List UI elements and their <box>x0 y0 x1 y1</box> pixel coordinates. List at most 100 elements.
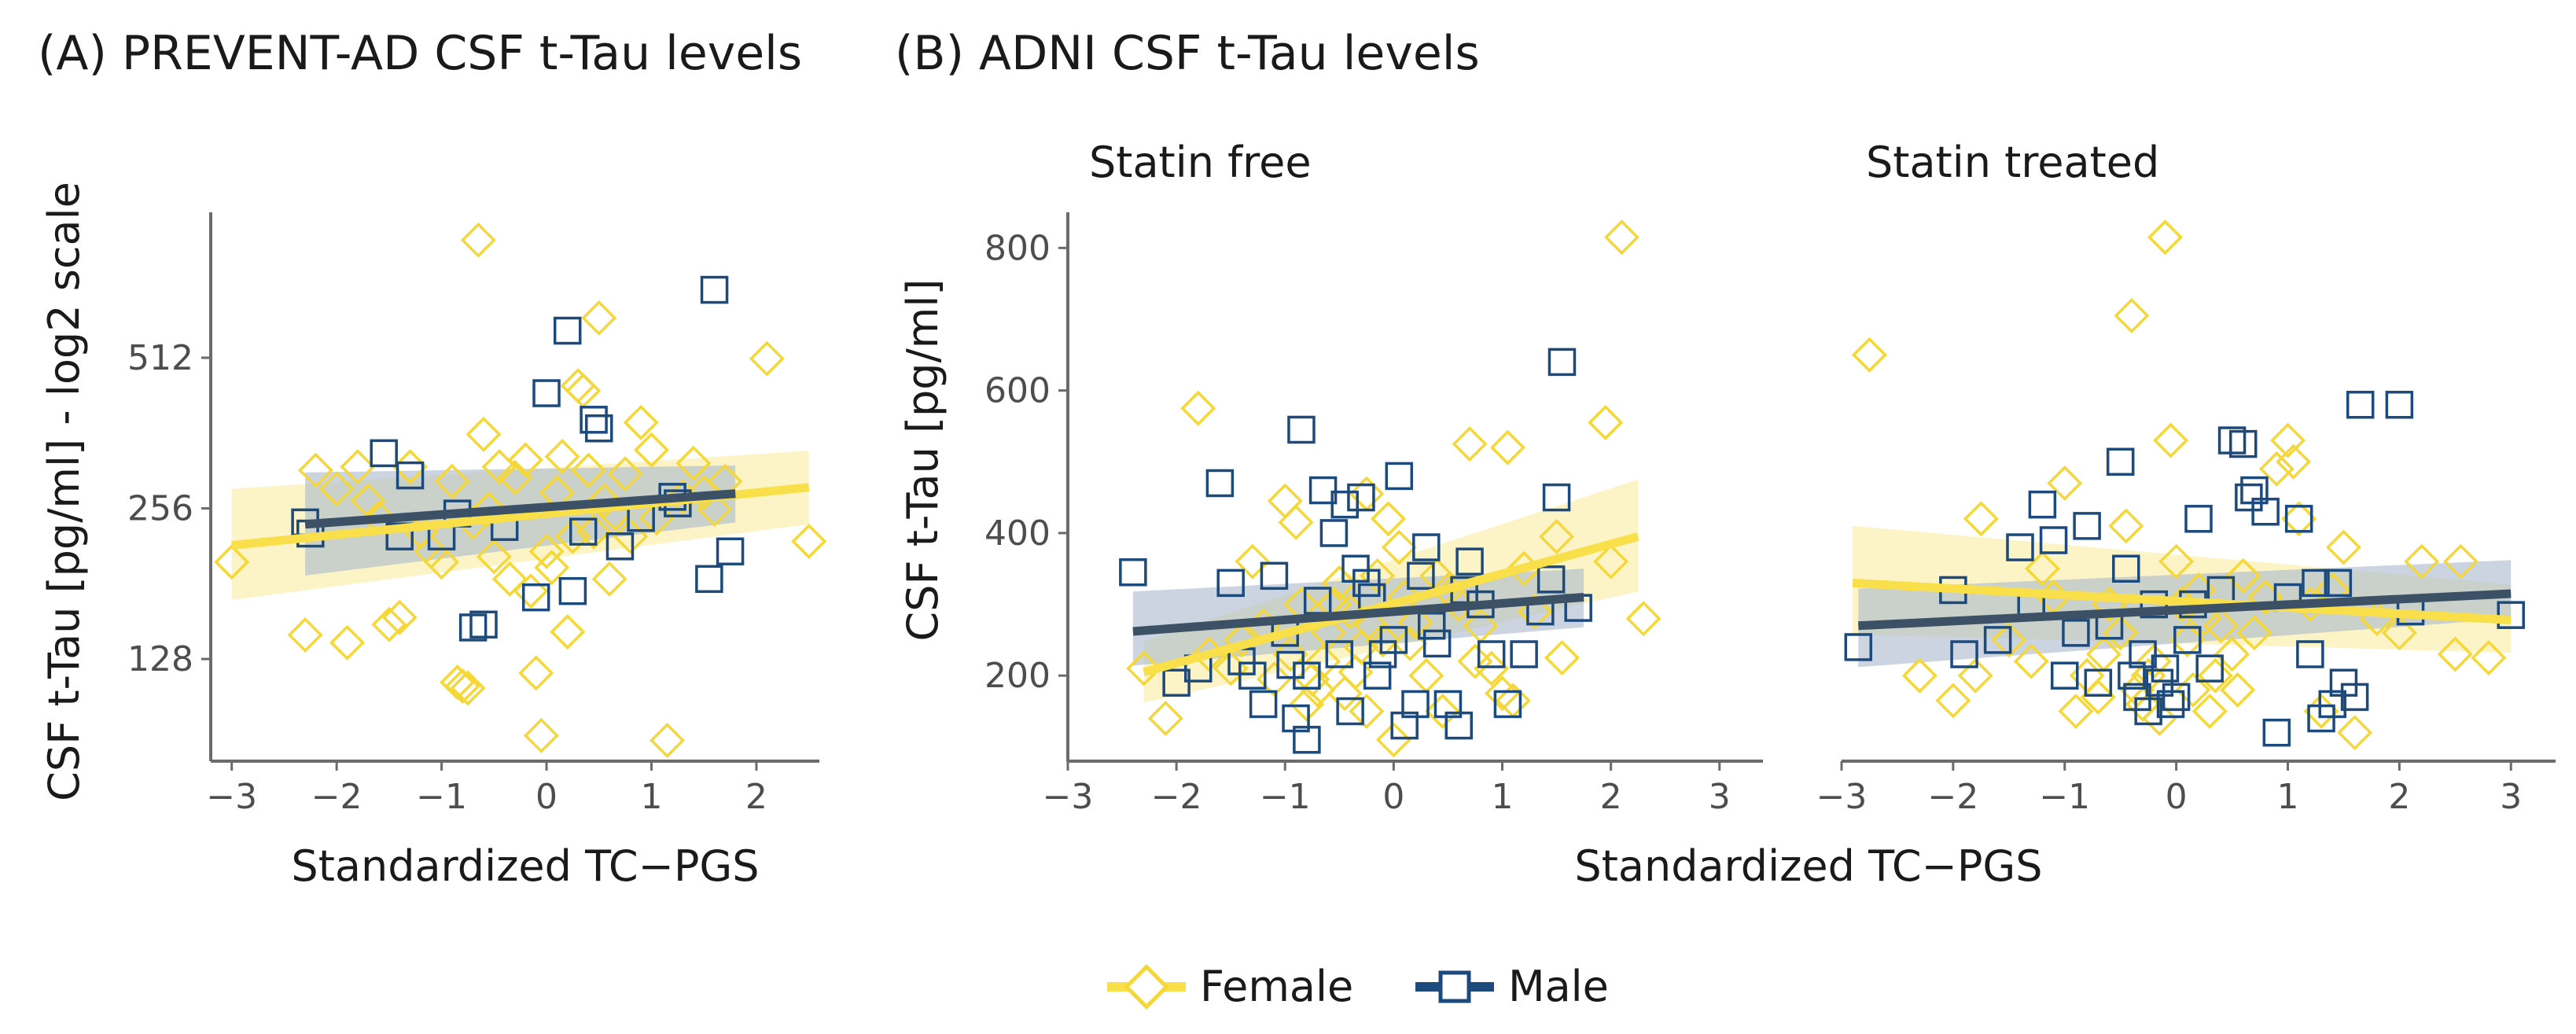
female-point <box>1963 501 1999 537</box>
female-point <box>1452 426 1488 462</box>
female-point <box>1349 476 1385 512</box>
female-point <box>2024 550 2060 587</box>
female-point <box>1457 643 1493 679</box>
female-point <box>2281 501 2317 537</box>
x-tick-label: 3 <box>1709 777 1731 817</box>
legend: Female Male <box>1107 962 1609 1011</box>
female-point <box>2080 679 2116 715</box>
female-point <box>1603 219 1639 256</box>
male-point <box>2173 626 2202 654</box>
male-point <box>1444 711 1473 740</box>
female-point <box>476 539 512 575</box>
female-point <box>287 617 323 653</box>
female-point <box>2058 694 2094 730</box>
male-point <box>2028 490 2057 519</box>
female-point <box>513 573 549 609</box>
female-point <box>2214 636 2250 672</box>
y-tick-label: 600 <box>984 371 1051 411</box>
male-point <box>1325 640 1354 668</box>
legend-male-square-icon <box>1438 970 1471 1003</box>
female-point <box>1381 529 1417 565</box>
male-point <box>2051 661 2079 690</box>
female-point <box>466 416 502 452</box>
male-point <box>1293 726 1321 754</box>
legend-female-label: Female <box>1200 962 1353 1011</box>
male-point <box>2145 668 2174 697</box>
female-point <box>534 550 570 586</box>
male-point <box>1341 554 1370 583</box>
male-point <box>1422 629 1452 658</box>
male-point <box>1205 469 1235 498</box>
female-point <box>450 670 486 706</box>
female-point <box>623 404 659 440</box>
male-point <box>2329 668 2358 697</box>
female-point <box>1901 657 1938 694</box>
female-point <box>675 445 712 481</box>
male-point <box>2217 426 2247 454</box>
male-point <box>385 522 414 550</box>
male-point <box>1363 661 1392 690</box>
male-point <box>469 610 498 639</box>
male-point <box>716 537 745 566</box>
female-point <box>2442 543 2478 580</box>
male-point <box>2151 654 2180 683</box>
female-point <box>2108 508 2144 544</box>
male-point <box>1319 519 1349 547</box>
male-point <box>1493 690 1522 719</box>
y-tick-label: 512 <box>127 338 193 378</box>
female-point <box>1180 390 1216 426</box>
male-point <box>1308 476 1338 505</box>
facet-label-statin-free: Statin free <box>1089 138 1312 187</box>
female-point <box>1397 604 1433 640</box>
female-point <box>518 655 554 691</box>
female-point <box>544 439 580 475</box>
male-point <box>2302 569 2330 598</box>
x-tick-label: −3 <box>206 777 257 817</box>
male-point <box>2006 533 2034 561</box>
female-point <box>2013 643 2049 679</box>
panel-a-title: (A) PREVENT-AD CSF t-Tau levels <box>38 26 802 81</box>
panel-b-x-axis-title: Standardized TC−PGS <box>1574 841 2042 891</box>
female-point <box>1365 622 1401 658</box>
y-tick-label: 400 <box>984 513 1051 554</box>
female-point <box>2471 640 2507 676</box>
female-point <box>381 599 418 635</box>
male-point <box>1390 711 1419 740</box>
x-tick-label: 2 <box>2388 777 2410 817</box>
male-point <box>1547 348 1577 377</box>
female-fit-line <box>1852 578 2512 625</box>
male-point <box>1293 661 1321 690</box>
x-tick-label: −1 <box>1260 777 1311 817</box>
panel-b-statin-free-plot: −3 −2 −1 0 1 2 3 200 400 600 800 <box>984 212 1763 817</box>
female-point <box>1935 683 1971 719</box>
female-point <box>2047 465 2083 501</box>
male-point <box>1249 690 1278 719</box>
female-point <box>1485 675 1520 712</box>
female-point <box>791 523 827 559</box>
female-point <box>434 463 470 499</box>
female-point <box>2270 422 2306 458</box>
x-tick-label: 2 <box>1600 777 1622 817</box>
female-point <box>1267 483 1303 519</box>
panel-a-y-axis-title: CSF t-Tau [pg/ml] - log2 scale <box>39 182 89 801</box>
female-point <box>1474 650 1510 686</box>
male-point <box>553 316 582 345</box>
female-point <box>1851 337 1887 373</box>
male-point <box>585 414 613 443</box>
female-point <box>2236 615 2272 651</box>
female-point <box>2103 615 2139 651</box>
female-point <box>554 518 591 554</box>
female-point <box>1517 594 1553 630</box>
female-point <box>1957 657 1993 694</box>
female-point <box>650 723 685 759</box>
male-point <box>1330 490 1359 519</box>
female-point <box>1408 657 1444 694</box>
panel-b-y-axis-title: CSF t-Tau [pg/ml] <box>898 279 948 642</box>
male-point <box>1510 640 1538 668</box>
female-point <box>329 624 365 661</box>
panel-a-plot: −3 −2 −1 0 1 2 128 256 512 <box>127 212 827 817</box>
male-point <box>1352 569 1381 598</box>
female-point <box>318 471 355 507</box>
female-point <box>523 717 559 753</box>
female-point <box>2404 543 2440 580</box>
